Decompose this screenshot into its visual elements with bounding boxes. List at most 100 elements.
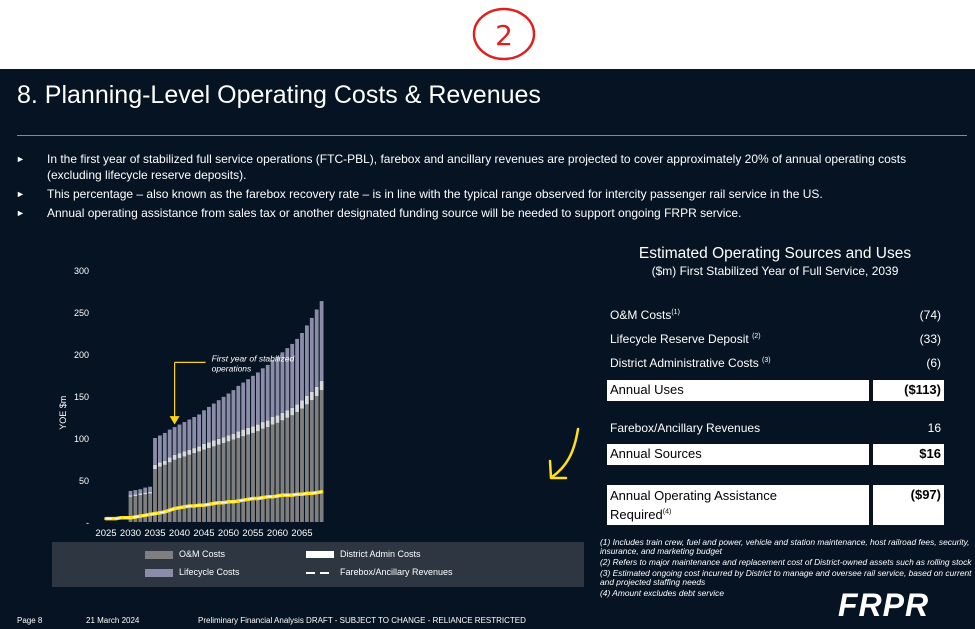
bar-o-m-costs [133, 495, 138, 522]
bar-district-admin-costs [138, 493, 143, 496]
x-tick-label: 2065 [291, 528, 312, 539]
bar-lifecycle-costs [211, 403, 216, 441]
operating-assistance-label-line2: Required(4) [610, 507, 671, 522]
bar-district-admin-costs [319, 380, 324, 391]
chart-legend: O&M Costs District Admin Costs Lifecycle… [52, 542, 584, 587]
bar-district-admin-costs [295, 404, 299, 412]
bullet-text: In the first year of stabilized full ser… [47, 152, 907, 182]
bar-lifecycle-costs [167, 429, 172, 458]
row-district-admin: District Administrative Costs (3) [610, 356, 771, 370]
bar-district-admin-costs [314, 386, 319, 396]
sources-uses-panel-title: Estimated Operating Sources and Uses ($m… [590, 245, 960, 278]
bar-o-m-costs [285, 417, 290, 522]
footer-disclaimer: Preliminary Financial Analysis DRAFT - S… [198, 616, 526, 625]
bar-lifecycle-costs [290, 343, 295, 408]
bar-o-m-costs [260, 428, 265, 522]
bar-o-m-costs [280, 420, 285, 522]
bar-lifecycle-costs [153, 438, 157, 465]
bar-o-m-costs [148, 493, 152, 522]
y-tick-label: - [86, 518, 89, 528]
annotation-text: First year of stabilized [212, 354, 295, 364]
row-label: Farebox/Ancillary Revenues [610, 421, 761, 435]
bar-o-m-costs [192, 453, 197, 522]
bar-o-m-costs [162, 464, 167, 522]
bar-district-admin-costs [202, 443, 206, 450]
bar-lifecycle-costs [158, 435, 162, 463]
annual-sources-value: $16 [919, 446, 941, 461]
annual-uses-value: ($113) [904, 382, 941, 397]
legend-swatch-admin [306, 551, 334, 558]
bar-lifecycle-costs [256, 372, 260, 425]
value-district-admin: (6) [926, 356, 941, 370]
bar-district-admin-costs [256, 424, 260, 432]
bar-o-m-costs [231, 439, 236, 522]
slide: 8. Planning-Level Operating Costs & Reve… [0, 69, 975, 629]
bar-o-m-costs [290, 415, 295, 522]
row-om-costs: O&M Costs(1) [610, 308, 680, 322]
bar-o-m-costs [300, 408, 304, 522]
bar-lifecycle-costs [246, 379, 250, 428]
bullet-list: ► In the first year of stabilized full s… [16, 151, 916, 224]
operating-assistance-box: Annual Operating Assistance Required(4) [607, 485, 869, 525]
bar-district-admin-costs [192, 448, 197, 454]
bar-o-m-costs [305, 404, 309, 522]
bar-o-m-costs [265, 427, 270, 522]
bar-lifecycle-costs [300, 333, 304, 401]
footnotes: (1) Includes train crew, fuel and power,… [600, 538, 975, 600]
legend-swatch-lifecycle [145, 569, 173, 577]
bar-district-admin-costs [280, 412, 285, 421]
y-axis-label: YOE $m [58, 396, 68, 430]
bar-o-m-costs [202, 449, 206, 522]
bar-district-admin-costs [251, 426, 255, 433]
bar-o-m-costs [128, 496, 133, 522]
y-tick-label: 300 [74, 266, 89, 276]
y-tick-label: 200 [74, 350, 89, 360]
x-tick-label: 2045 [193, 528, 214, 539]
handdrawn-arrow-icon [550, 427, 580, 479]
bar-o-m-costs [256, 431, 260, 522]
top-margin: 2 [0, 0, 975, 69]
bar-district-admin-costs [158, 462, 162, 467]
legend-swatch-om [145, 551, 173, 559]
bullet-text: This percentage – also known as the fare… [47, 187, 823, 201]
value-lifecycle-reserve: (33) [919, 332, 941, 346]
bullet-text: Annual operating assistance from sales t… [47, 206, 742, 220]
row-label: O&M Costs [610, 308, 672, 322]
row-label: District Administrative Costs [610, 356, 759, 370]
bullet-arrow-icon: ► [16, 208, 25, 218]
bar-district-admin-costs [128, 495, 133, 497]
bar-o-m-costs [172, 459, 177, 522]
bar-lifecycle-costs [143, 487, 148, 493]
bar-district-admin-costs [162, 460, 167, 465]
footnote-ref: (4) [662, 508, 672, 516]
operating-assistance-value-box: ($97) [873, 485, 944, 525]
bar-o-m-costs [319, 390, 324, 522]
legend-label-lifecycle: Lifecycle Costs [179, 567, 240, 577]
bar-o-m-costs [275, 422, 280, 522]
bar-o-m-costs [216, 444, 221, 522]
bar-lifecycle-costs [270, 359, 275, 417]
bar-district-admin-costs [211, 440, 216, 447]
x-tick-label: 2030 [120, 528, 141, 539]
footnote: (1) Includes train crew, fuel and power,… [600, 537, 970, 556]
panel-title: Estimated Operating Sources and Uses [638, 245, 912, 262]
bar-lifecycle-costs [197, 414, 201, 447]
bar-o-m-costs [182, 456, 187, 522]
bar-district-admin-costs [241, 429, 246, 437]
bar-o-m-costs [167, 462, 172, 522]
bar-o-m-costs [314, 396, 319, 522]
bar-lifecycle-costs [319, 301, 324, 381]
bullet-item: ► This percentage – also known as the fa… [16, 186, 916, 202]
bar-lifecycle-costs [162, 432, 167, 461]
bar-district-admin-costs [309, 391, 314, 401]
bar-lifecycle-costs [265, 364, 270, 421]
bar-lifecycle-costs [241, 382, 246, 430]
y-tick-label: 250 [74, 308, 89, 318]
row-farebox: Farebox/Ancillary Revenues [610, 421, 760, 435]
bar-o-m-costs [226, 441, 231, 522]
legend-label-om: O&M Costs [179, 549, 226, 559]
legend-dash-farebox [320, 572, 329, 574]
bullet-arrow-icon: ► [16, 189, 25, 199]
bar-district-admin-costs [226, 435, 231, 442]
bar-lifecycle-costs [231, 390, 236, 434]
